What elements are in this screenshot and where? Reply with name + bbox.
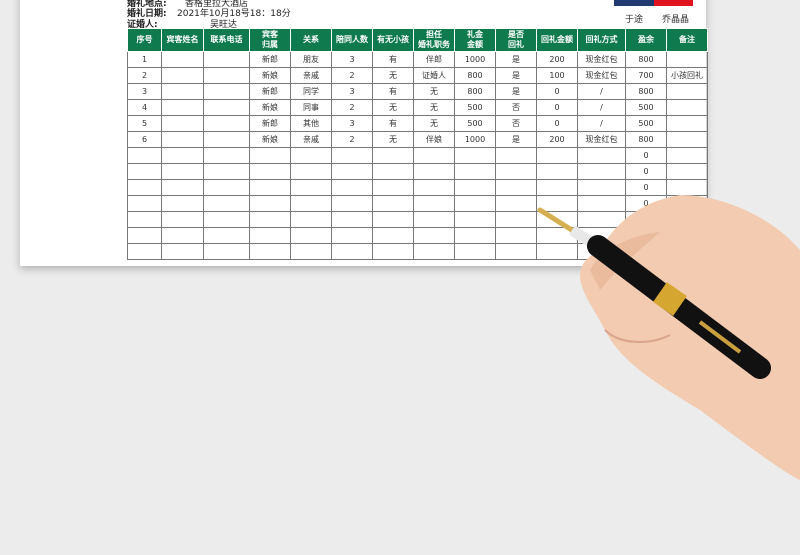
table-row: 6 新娘 亲戚 2 无伴娘 1000 是 200 现金红包 800 [127,131,708,148]
column-header[interactable]: 宾客姓名 [161,28,204,52]
column-header[interactable]: 是否 回礼 [495,28,537,52]
date-row: 婚礼日期: 2021年10月18号18：18分 [127,6,291,19]
column-header[interactable]: 关系 [290,28,332,52]
groom-color-block [614,0,654,6]
column-header[interactable]: 序号 [127,28,162,52]
column-header[interactable]: 担任 婚礼职务 [413,28,455,52]
column-header[interactable]: 备注 [666,28,708,52]
column-header[interactable]: 回礼金额 [536,28,578,52]
date-label: 婚礼日期: [127,9,167,19]
venue-value: 香格里拉大酒店 [185,0,249,9]
column-header[interactable]: 联系电话 [203,28,250,52]
bride-name: 乔晶晶 [662,15,690,25]
table-row: 2 新娘 亲戚 2 无证婚人 800 是 100 现金红包 700 小孩回礼 [127,67,708,84]
bride-color-block [654,0,693,6]
groom-name: 于途 [625,15,644,25]
column-header[interactable]: 盈余 [625,28,667,52]
venue-label: 婚礼地点: [127,0,167,9]
table-row: 5 新郎 其他 3 有无 500 否 0/500 [127,115,708,132]
date-value: 2021年10月18号18：18分 [177,9,291,19]
witness-value: 吴旺达 [210,20,238,30]
table-row: 4 新娘 同事 2 无无 500 否 0/500 [127,99,708,116]
witness-label: 证婚人: [127,20,158,30]
venue-row: 婚礼地点: 香格里拉大酒店 [127,0,248,9]
table-row: 0 [127,179,708,196]
witness-row: 证婚人: 吴旺达 [127,17,237,30]
column-header[interactable]: 宾客 归属 [249,28,291,52]
column-header[interactable]: 回礼方式 [577,28,626,52]
table-row: 0 [127,195,708,212]
